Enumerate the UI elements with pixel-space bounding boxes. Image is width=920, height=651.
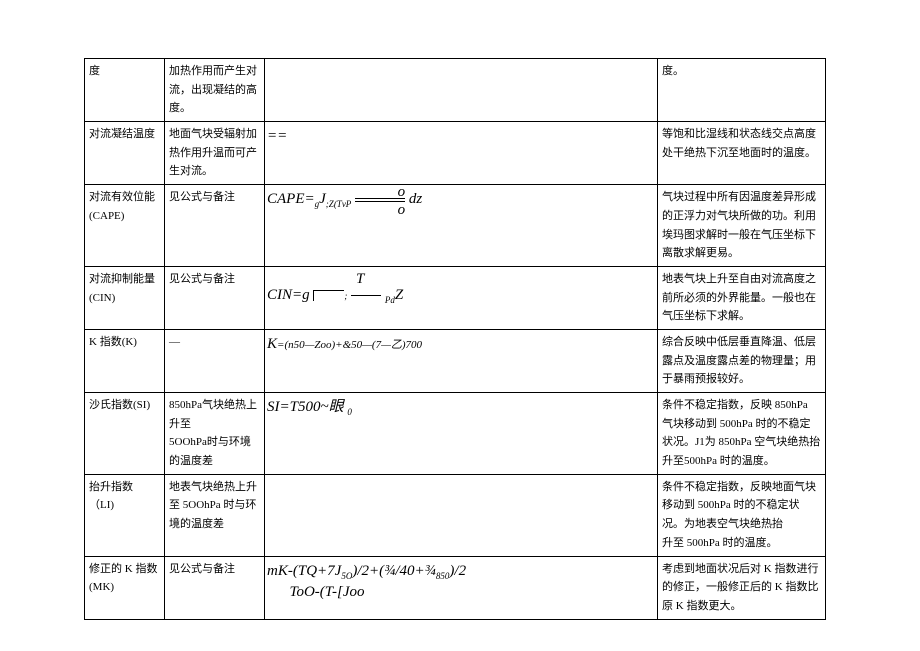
table-row: K 指数(K)—K=(n50—Zoo)+&50—(7—乙)700综合反映中低层垂… xyxy=(85,329,826,392)
row-name: 对流凝结温度 xyxy=(85,122,165,185)
row-formula: CAPE=gJ;Z(TvP oo dz xyxy=(265,185,658,267)
row-definition: 地面气块受辐射加热作用升温而可产生对流。 xyxy=(165,122,265,185)
row-definition: 加热作用而产生对流，出现凝结的高度。 xyxy=(165,59,265,122)
row-definition: 见公式与备注 xyxy=(165,185,265,267)
physics-table: 度加热作用而产生对流，出现凝结的高度。度。对流凝结温度地面气块受辐射加热作用升温… xyxy=(84,58,826,620)
row-note: 等饱和比湿线和状态线交点高度处干绝热下沉至地面时的温度。 xyxy=(658,122,826,185)
row-definition: — xyxy=(165,329,265,392)
table-row: 对流抑制能量(CIN)见公式与备注TCIN=g ; PdZ地表气块上升至自由对流… xyxy=(85,266,826,329)
row-name: 度 xyxy=(85,59,165,122)
row-formula: K=(n50—Zoo)+&50—(7—乙)700 xyxy=(265,329,658,392)
row-name: 对流有效位能(CAPE) xyxy=(85,185,165,267)
row-definition: 地表气块绝热上升至 5OOhPa 时与环境的温度差 xyxy=(165,474,265,556)
row-definition: 850hPa气块绝热上升至5OOhPa时与环境的温度差 xyxy=(165,393,265,475)
row-name: K 指数(K) xyxy=(85,329,165,392)
row-formula: == xyxy=(265,122,658,185)
row-note: 地表气块上升至自由对流高度之前所必须的外界能量。一般也在气压坐标下求解。 xyxy=(658,266,826,329)
row-name: 修正的 K 指数(MK) xyxy=(85,556,165,619)
row-note: 度。 xyxy=(658,59,826,122)
row-formula: mK-(TQ+7J5O)/2+(¾/40+¾850)/2 ToO-(T-[Joo xyxy=(265,556,658,619)
row-formula xyxy=(265,474,658,556)
row-formula: TCIN=g ; PdZ xyxy=(265,266,658,329)
table-row: 抬升指数（LI)地表气块绝热上升至 5OOhPa 时与环境的温度差 条件不稳定指数… xyxy=(85,474,826,556)
row-formula: SI=T500~眼 0 xyxy=(265,393,658,475)
row-definition: 见公式与备注 xyxy=(165,266,265,329)
row-note: 条件不稳定指数，反映地面气块移动到 500hPa 时的不稳定状况。为地表空气块绝… xyxy=(658,474,826,556)
row-name: 沙氏指数(SI) xyxy=(85,393,165,475)
table-row: 沙氏指数(SI)850hPa气块绝热上升至5OOhPa时与环境的温度差SI=T5… xyxy=(85,393,826,475)
table-row: 度加热作用而产生对流，出现凝结的高度。 度。 xyxy=(85,59,826,122)
row-note: 考虑到地面状况后对 K 指数进行的修正，一般修正后的 K 指数比原 K 指数更大… xyxy=(658,556,826,619)
row-definition: 见公式与备注 xyxy=(165,556,265,619)
row-formula xyxy=(265,59,658,122)
table-row: 修正的 K 指数(MK)见公式与备注mK-(TQ+7J5O)/2+(¾/40+¾… xyxy=(85,556,826,619)
table-row: 对流有效位能(CAPE)见公式与备注CAPE=gJ;Z(TvP oo dz气块过… xyxy=(85,185,826,267)
row-note: 综合反映中低层垂直降温、低层露点及温度露点差的物理量；用于暴雨预报较好。 xyxy=(658,329,826,392)
row-name: 抬升指数（LI) xyxy=(85,474,165,556)
row-name: 对流抑制能量(CIN) xyxy=(85,266,165,329)
table-row: 对流凝结温度地面气块受辐射加热作用升温而可产生对流。==等饱和比湿线和状态线交点… xyxy=(85,122,826,185)
row-note: 条件不稳定指数，反映 850hPa 气块移动到 500hPa 时的不稳定状况。J… xyxy=(658,393,826,475)
row-note: 气块过程中所有因温度差异形成的正浮力对气块所做的功。利用埃玛图求解时一般在气压坐… xyxy=(658,185,826,267)
